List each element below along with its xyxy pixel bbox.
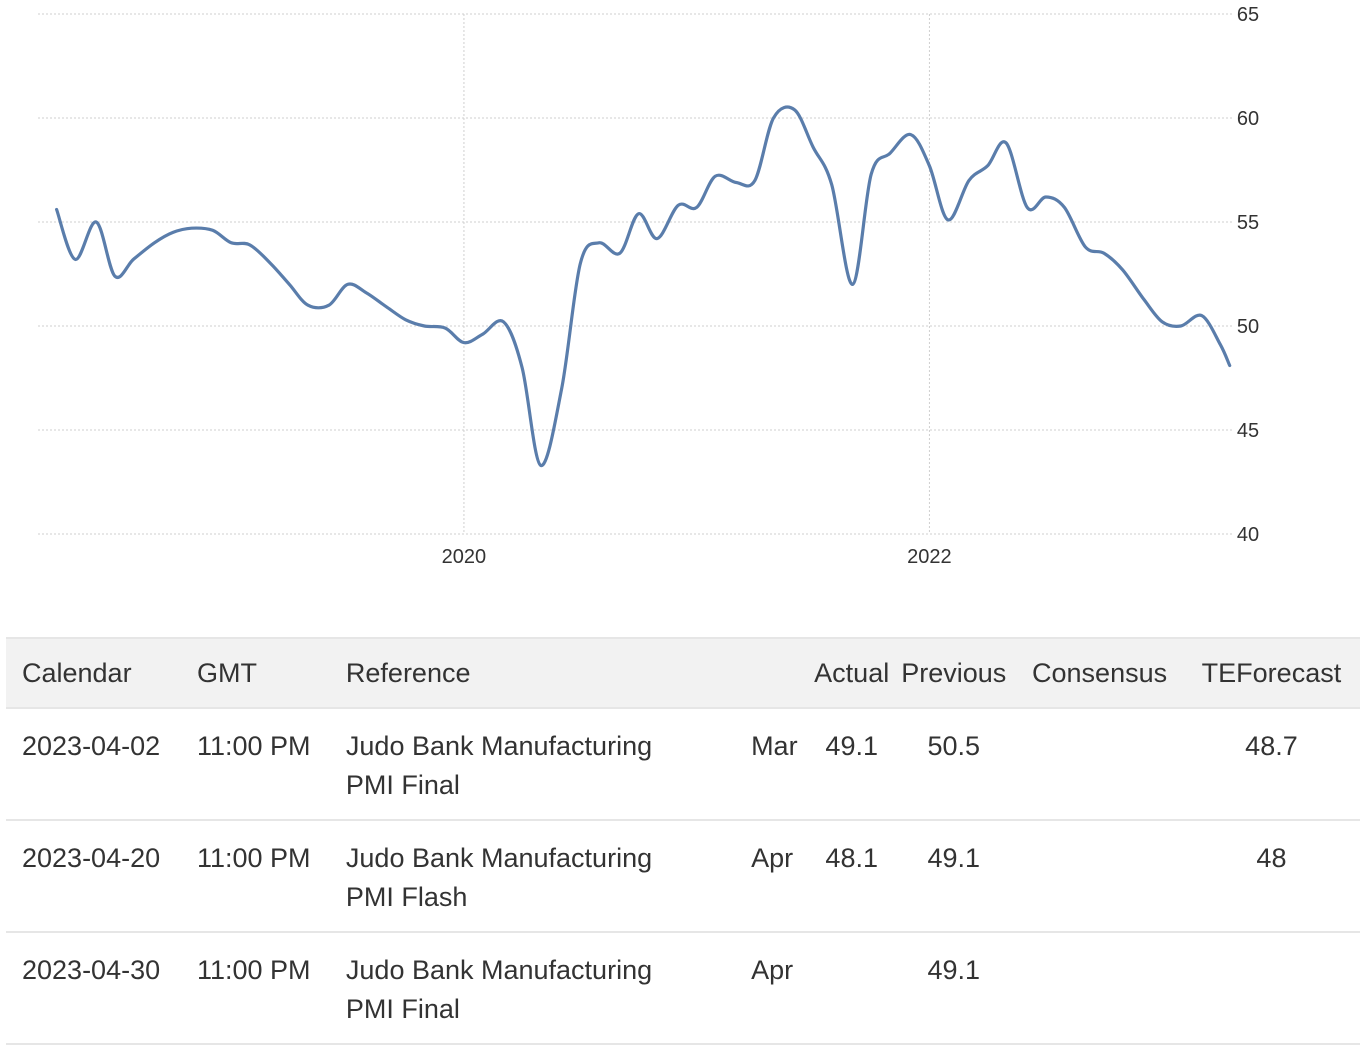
header-previous[interactable]: Previous <box>901 657 1007 688</box>
x-tick-label: 2022 <box>907 546 952 568</box>
cell-teforecast: 48 <box>1256 843 1287 873</box>
cell-calendar: 2023-04-30 <box>22 955 161 985</box>
header-consensus[interactable]: Consensus <box>1032 657 1168 688</box>
cell-consensus <box>1016 708 1183 820</box>
reference-line: Judo Bank Manufacturing <box>345 843 653 873</box>
header-calendar[interactable]: Calendar <box>22 657 132 688</box>
reference-line: PMI Final <box>345 770 460 800</box>
cell-gmt: 11:00 PM <box>196 955 311 985</box>
x-axis-labels: 2020 2022 <box>442 546 952 568</box>
header-reference[interactable]: Reference <box>345 657 471 688</box>
y-tick-label: 65 <box>1237 4 1259 26</box>
cell-reference[interactable]: Judo Bank Manufacturing PMI Final <box>330 708 735 820</box>
calendar-table: Calendar GMT Reference Actual Previous C… <box>6 637 1360 1045</box>
reference-line: Judo Bank Manufacturing <box>345 955 653 985</box>
cell-period: Apr <box>751 955 794 985</box>
reference-line: PMI Final <box>345 994 460 1024</box>
cell-reference[interactable]: Judo Bank Manufacturing PMI Flash <box>330 820 735 932</box>
y-tick-label: 55 <box>1237 212 1259 234</box>
cell-actual <box>812 932 891 1044</box>
cell-calendar: 2023-04-02 <box>22 731 161 761</box>
cell-actual: 48.1 <box>825 843 878 873</box>
cell-teforecast: 48.7 <box>1245 731 1298 761</box>
cell-gmt: 11:00 PM <box>196 731 311 761</box>
cell-reference[interactable]: Judo Bank Manufacturing PMI Final <box>330 932 735 1044</box>
cell-previous: 49.1 <box>927 955 981 985</box>
cell-calendar: 2023-04-20 <box>22 843 161 873</box>
cell-gmt: 11:00 PM <box>196 843 311 873</box>
cell-consensus <box>1016 932 1183 1044</box>
chart-grid <box>38 13 1232 535</box>
header-actual[interactable]: Actual <box>814 657 890 688</box>
table-header-row: Calendar GMT Reference Actual Previous C… <box>6 638 1360 708</box>
table-row: 2023-04-30 11:00 PM Judo Bank Manufactur… <box>6 932 1360 1044</box>
reference-line: PMI Flash <box>345 882 468 912</box>
cell-period: Apr <box>751 843 794 873</box>
header-gmt[interactable]: GMT <box>196 657 257 688</box>
cell-actual: 49.1 <box>825 731 878 761</box>
cell-consensus <box>1016 820 1183 932</box>
cell-teforecast <box>1183 932 1360 1044</box>
header-teforecast[interactable]: TEForecast <box>1201 657 1342 688</box>
pmi-line-chart: 2020 2022 65 60 55 50 45 40 <box>38 4 1259 568</box>
y-tick-label: 45 <box>1237 420 1259 442</box>
y-tick-label: 50 <box>1237 316 1259 338</box>
header-period <box>735 638 812 708</box>
cell-previous: 50.5 <box>927 731 981 761</box>
cell-previous: 49.1 <box>927 843 981 873</box>
series-line <box>55 105 1232 468</box>
y-tick-label: 60 <box>1237 108 1259 130</box>
table-row: 2023-04-02 11:00 PM Judo Bank Manufactur… <box>6 708 1360 820</box>
cell-period: Mar <box>751 731 798 761</box>
y-axis-labels: 65 60 55 50 45 40 <box>1237 4 1259 546</box>
y-tick-label: 40 <box>1237 524 1259 546</box>
table-row: 2023-04-20 11:00 PM Judo Bank Manufactur… <box>6 820 1360 932</box>
x-tick-label: 2020 <box>442 546 487 568</box>
reference-line: Judo Bank Manufacturing <box>345 731 653 761</box>
